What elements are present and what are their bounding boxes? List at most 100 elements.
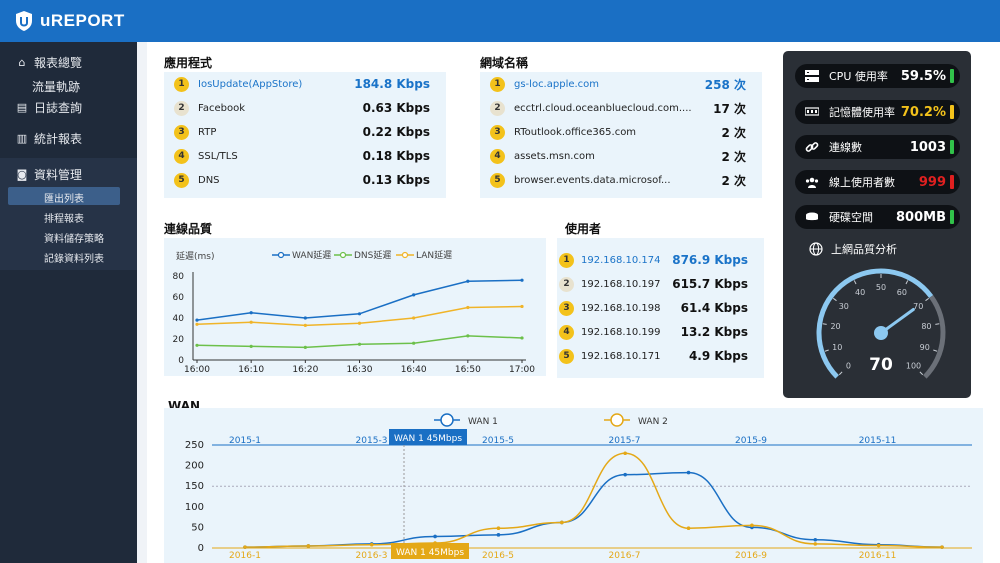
sidebar-item-traffic[interactable]: 流量軌跡 (32, 80, 81, 94)
gauge-tick-label: 50 (876, 283, 886, 292)
memory-stat: 記憶體使用率 70.2% (795, 100, 960, 124)
data-point (249, 320, 253, 324)
item-name: 192.168.10.171 (581, 350, 661, 362)
tooltip-wan1-bottom: WAN 1 45Mbps (391, 543, 469, 559)
list-item[interactable]: 4 192.168.10.199 13.2 Kbps (557, 322, 764, 342)
list-item[interactable]: 3 192.168.10.198 61.4 Kbps (557, 298, 764, 318)
data-point (249, 311, 253, 315)
sidebar-item-data-mgmt[interactable]: ◙ 資料管理 (16, 166, 82, 183)
tooltip-box (391, 543, 469, 559)
gauge-tick (935, 323, 940, 325)
rank-badge: 1 (559, 252, 574, 268)
gauge-tick-label: 80 (921, 322, 931, 331)
item-value: 13.2 Kbps (680, 325, 748, 339)
memory-value: 70.2% (900, 104, 946, 120)
apps-panel: 1 IosUpdate(AppStore) 184.8 Kbps 2 Facebook 0… (164, 72, 446, 198)
x-top-tick-label: 2015-5 (482, 436, 514, 446)
rank-badge: 2 (490, 100, 505, 116)
disk-status-bar (950, 210, 954, 224)
item-name: 192.168.10.174 (581, 254, 661, 266)
rank-badge: 4 (490, 148, 505, 164)
x-tick-label: 16:20 (292, 365, 318, 375)
clipboard-icon: ▤ (16, 101, 28, 114)
sidebar-item-label: 報表總覽 (34, 56, 83, 70)
users-icon (805, 175, 819, 189)
sidebar-item-storage-policy[interactable]: 資料儲存策略 (44, 234, 104, 245)
item-value: 17 次 (713, 101, 746, 116)
data-point (466, 305, 470, 310)
item-value: 0.18 Kbps (362, 149, 430, 163)
data-point (686, 526, 691, 531)
data-mgmt-group (0, 158, 137, 270)
connections-stat: 連線數 1003 (795, 135, 960, 159)
data-point (303, 316, 307, 320)
list-item[interactable]: 2 ecctrl.cloud.oceanbluecloud.com.... 17 次 (480, 98, 762, 118)
list-item[interactable]: 3 RTP 0.22 Kbps (164, 122, 446, 142)
rank-badge: 1 (174, 76, 189, 92)
sidebar-item-record-list[interactable]: 記錄資料列表 (44, 254, 104, 265)
bar-chart-icon: ▥ (16, 132, 28, 145)
data-point (466, 334, 470, 338)
shield-logo-icon (16, 11, 32, 31)
globe-icon (809, 242, 823, 256)
users-title: 使用者 (565, 222, 602, 236)
sidebar-item-export-list[interactable]: 匯出列表 (44, 194, 84, 205)
data-point (195, 318, 199, 322)
list-item[interactable]: 1 IosUpdate(AppStore) 184.8 Kbps (164, 74, 446, 94)
gauge-tick-label: 70 (913, 302, 923, 311)
sidebar-item-overview[interactable]: ⌂ 報表總覽 (16, 54, 83, 71)
cpu-value: 59.5% (900, 68, 946, 84)
cpu-status-bar (950, 69, 954, 83)
item-value: 876.9 Kbps (672, 253, 748, 267)
data-point (306, 544, 311, 548)
wan-chart: WAN 1 WAN 2 0 50 100 150 200 250 2015-1 2015-3 201… (164, 408, 983, 563)
x-top-tick-label: 2015-9 (735, 436, 767, 446)
sidebar-item-stats[interactable]: ▥ 統計報表 (16, 130, 82, 147)
list-item[interactable]: 1 gs-loc.apple.com 258 次 (480, 74, 762, 94)
list-item[interactable]: 5 192.168.10.171 4.9 Kbps (557, 346, 764, 366)
users-panel: 1 192.168.10.174 876.9 Kbps 2 192.168.10.197… (557, 238, 764, 378)
data-point (412, 293, 416, 297)
data-point (750, 523, 754, 528)
data-point (369, 542, 374, 547)
x-tick-label: 17:00 (509, 365, 535, 375)
sidebar-item-schedule-report[interactable]: 排程報表 (44, 214, 84, 225)
list-item[interactable]: 2 192.168.10.197 615.7 Kbps (557, 274, 764, 294)
list-item[interactable]: 1 192.168.10.174 876.9 Kbps (557, 250, 764, 270)
y-tick-label: 20 (173, 335, 185, 345)
data-point (876, 543, 881, 548)
sidebar-item-logs[interactable]: ▤ 日誌查詢 (16, 99, 82, 116)
x-tick-label: 16:50 (455, 365, 481, 375)
list-item[interactable]: 4 assets.msn.com 2 次 (480, 146, 762, 166)
online-users-status-bar (950, 175, 954, 189)
list-item[interactable]: 3 RToutlook.office365.com 2 次 (480, 122, 762, 142)
list-item[interactable]: 5 DNS 0.13 Kbps (164, 170, 446, 190)
gauge-tick-label: 60 (897, 288, 907, 297)
item-value: 258 次 (704, 77, 746, 92)
gauge-value: 70 (869, 355, 893, 375)
connections-value: 1003 (909, 139, 946, 155)
rank-badge: 3 (490, 124, 505, 140)
list-item[interactable]: 5 browser.events.data.microsof... 2 次 (480, 170, 762, 190)
gauge-tick (919, 371, 924, 376)
x-top-tick-label: 2015-11 (859, 436, 897, 446)
legend-marker (339, 251, 347, 259)
disk-value: 800MB (896, 209, 946, 225)
list-item[interactable]: 4 SSL/TLS 0.18 Kbps (164, 146, 446, 166)
data-point (623, 451, 627, 456)
quality-analysis-label: 上網品質分析 (831, 243, 897, 256)
data-point (303, 323, 307, 327)
item-name: assets.msn.com (514, 150, 595, 162)
legend-marker (610, 413, 624, 427)
item-value: 0.63 Kbps (362, 101, 430, 115)
item-name: 192.168.10.197 (581, 278, 661, 290)
item-value: 0.22 Kbps (362, 125, 430, 139)
y-tick-label: 0 (178, 356, 184, 366)
data-point (412, 341, 416, 345)
x-tick-label: 16:00 (184, 365, 210, 375)
online-users-value: 999 (918, 174, 946, 190)
list-item[interactable]: 2 Facebook 0.63 Kbps (164, 98, 446, 118)
gauge-tick (925, 297, 930, 302)
item-name: ecctrl.cloud.oceanbluecloud.com.... (514, 102, 692, 114)
legend-label: WAN 2 (638, 417, 668, 427)
